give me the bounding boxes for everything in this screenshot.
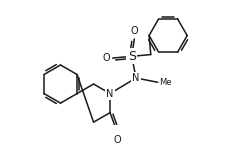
Text: Me: Me xyxy=(159,78,171,87)
Text: N: N xyxy=(106,89,113,99)
Text: O: O xyxy=(130,26,137,36)
Text: O: O xyxy=(102,53,109,63)
Text: S: S xyxy=(127,50,135,63)
Text: O: O xyxy=(113,135,120,144)
Text: N: N xyxy=(132,73,139,83)
